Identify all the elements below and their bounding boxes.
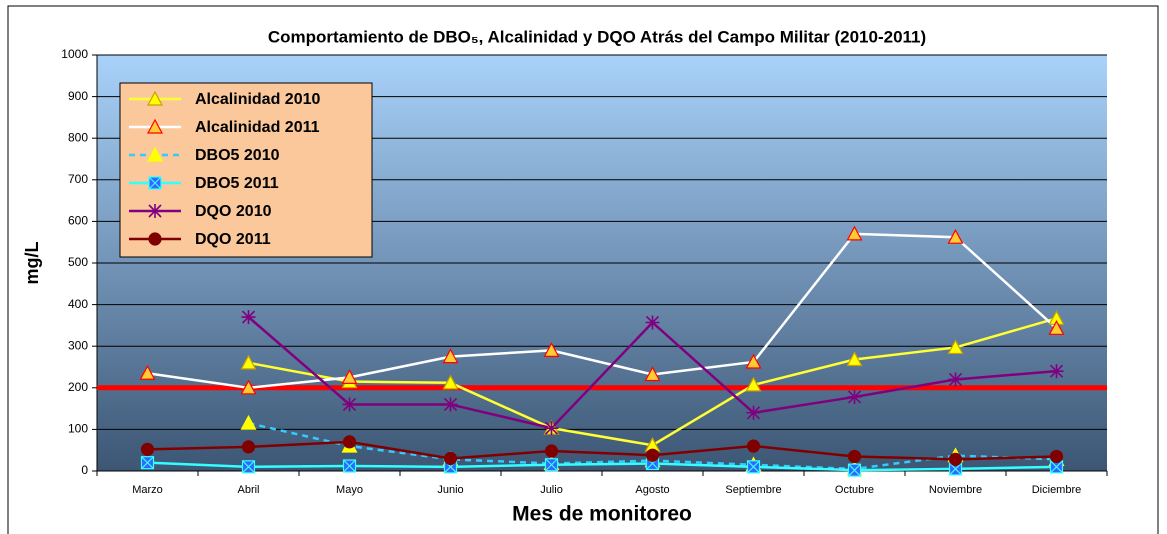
marker xyxy=(443,451,458,466)
marker xyxy=(240,414,257,430)
x-tick-label: Agosto xyxy=(635,484,669,496)
marker-cross xyxy=(848,463,861,477)
marker xyxy=(746,405,761,420)
marker-cross xyxy=(1050,460,1063,474)
marker xyxy=(442,348,459,364)
legend-box xyxy=(119,82,373,258)
marker xyxy=(948,372,963,387)
legend-marker xyxy=(148,176,162,190)
marker xyxy=(847,389,862,404)
marker xyxy=(846,225,863,241)
marker xyxy=(846,351,863,367)
x-axis-label: Mes de monitoreo xyxy=(512,503,692,526)
marker xyxy=(240,354,257,370)
marker xyxy=(745,376,762,392)
marker xyxy=(947,228,964,244)
legend-label: DQO 2010 xyxy=(195,203,272,220)
marker xyxy=(443,397,458,412)
legend-marker xyxy=(146,90,164,106)
x-tick-label: Noviembre xyxy=(929,484,982,496)
marker xyxy=(341,369,358,384)
y-tick-label: 400 xyxy=(68,297,88,311)
legend-marker xyxy=(146,146,164,162)
y-tick-label: 300 xyxy=(68,338,88,352)
marker-cross xyxy=(949,462,962,476)
marker xyxy=(241,460,256,474)
y-axis-label: mg/L xyxy=(22,241,42,284)
marker xyxy=(645,315,660,330)
y-tick-label: 800 xyxy=(68,130,88,144)
x-tick-label: Julio xyxy=(540,484,563,496)
marker xyxy=(746,439,761,453)
x-tick-label: Octubre xyxy=(835,484,874,496)
series-line xyxy=(147,440,1057,461)
marker xyxy=(847,449,862,464)
legend-marker xyxy=(148,232,162,246)
y-tick-label: 700 xyxy=(68,172,88,186)
legend-label: Alcalinidad 2010 xyxy=(195,91,320,108)
marker xyxy=(947,339,964,355)
series-line xyxy=(147,461,1057,472)
y-tick-label: 600 xyxy=(68,214,88,228)
legend-marker xyxy=(148,204,162,218)
legend-label: Alcalinidad 2011 xyxy=(195,119,320,136)
x-tick-label: Marzo xyxy=(132,484,163,496)
marker xyxy=(1049,364,1064,379)
marker xyxy=(1048,320,1065,335)
y-tick-label: 500 xyxy=(68,255,88,269)
marker xyxy=(645,448,660,462)
chart-title: Comportamiento de DBO₅, Alcalinidad y DQ… xyxy=(268,27,926,46)
x-tick-label: Mayo xyxy=(336,484,363,496)
marker-cross xyxy=(343,459,356,473)
legend-label: DQO 2011 xyxy=(195,231,271,248)
marker xyxy=(948,452,963,466)
legend-label: DBO5 2011 xyxy=(195,175,279,192)
y-tick-label: 1000 xyxy=(61,47,88,61)
marker xyxy=(745,353,762,369)
marker xyxy=(847,463,862,477)
x-tick-label: Abril xyxy=(237,484,259,496)
marker xyxy=(746,460,761,474)
marker xyxy=(1049,460,1064,474)
marker xyxy=(644,366,661,382)
series-line xyxy=(147,232,1058,390)
x-tick-label: Septiembre xyxy=(725,484,781,496)
marker xyxy=(240,379,257,395)
marker-cross xyxy=(545,458,558,472)
marker xyxy=(140,442,155,456)
marker-cross xyxy=(141,456,154,470)
marker xyxy=(342,459,357,473)
marker-cross xyxy=(747,460,760,474)
x-tick-label: Diciembre xyxy=(1032,484,1082,496)
y-tick-label: 0 xyxy=(81,463,88,477)
marker xyxy=(544,444,559,458)
marker xyxy=(241,310,256,325)
marker xyxy=(544,421,559,436)
marker xyxy=(342,435,357,449)
marker-cross xyxy=(242,460,255,474)
marker-cross xyxy=(148,176,162,190)
marker xyxy=(544,458,559,472)
marker xyxy=(1049,449,1064,464)
marker xyxy=(140,456,155,470)
marker xyxy=(241,440,256,454)
marker xyxy=(139,364,156,380)
y-tick-label: 200 xyxy=(68,380,88,394)
marker xyxy=(342,397,357,412)
marker xyxy=(442,374,459,390)
x-tick-label: Junio xyxy=(437,484,463,496)
y-tick-label: 100 xyxy=(68,422,88,436)
marker xyxy=(543,342,560,357)
legend-marker xyxy=(146,118,164,134)
legend-label: DBO5 2010 xyxy=(195,147,280,164)
y-tick-label: 900 xyxy=(68,89,88,103)
